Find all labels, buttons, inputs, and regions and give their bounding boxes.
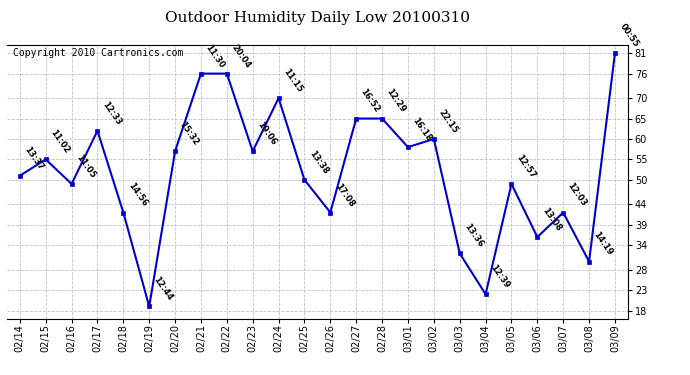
Text: 19:06: 19:06 (255, 120, 278, 147)
Text: 14:56: 14:56 (126, 181, 149, 209)
Text: 12:44: 12:44 (152, 275, 175, 302)
Text: 11:05: 11:05 (75, 153, 97, 180)
Text: 16:18: 16:18 (411, 116, 433, 143)
Text: 12:33: 12:33 (100, 100, 123, 127)
Text: 13:37: 13:37 (22, 145, 45, 172)
Text: 11:30: 11:30 (204, 42, 226, 69)
Text: 12:57: 12:57 (514, 153, 537, 180)
Text: 17:08: 17:08 (333, 182, 355, 209)
Text: 13:08: 13:08 (540, 206, 562, 233)
Text: 00:55: 00:55 (618, 22, 640, 49)
Text: Outdoor Humidity Daily Low 20100310: Outdoor Humidity Daily Low 20100310 (165, 11, 470, 25)
Text: Copyright 2010 Cartronics.com: Copyright 2010 Cartronics.com (13, 48, 184, 58)
Text: 20:04: 20:04 (229, 42, 252, 69)
Text: 14:19: 14:19 (592, 230, 614, 258)
Text: 12:29: 12:29 (385, 87, 407, 114)
Text: 16:52: 16:52 (359, 87, 382, 114)
Text: 12:03: 12:03 (566, 182, 589, 209)
Text: 15:32: 15:32 (177, 120, 200, 147)
Text: 12:39: 12:39 (489, 263, 511, 290)
Text: 13:36: 13:36 (462, 222, 485, 249)
Text: 13:38: 13:38 (307, 149, 330, 176)
Text: 11:15: 11:15 (281, 67, 304, 94)
Text: 22:15: 22:15 (437, 108, 460, 135)
Text: 11:02: 11:02 (48, 128, 71, 155)
